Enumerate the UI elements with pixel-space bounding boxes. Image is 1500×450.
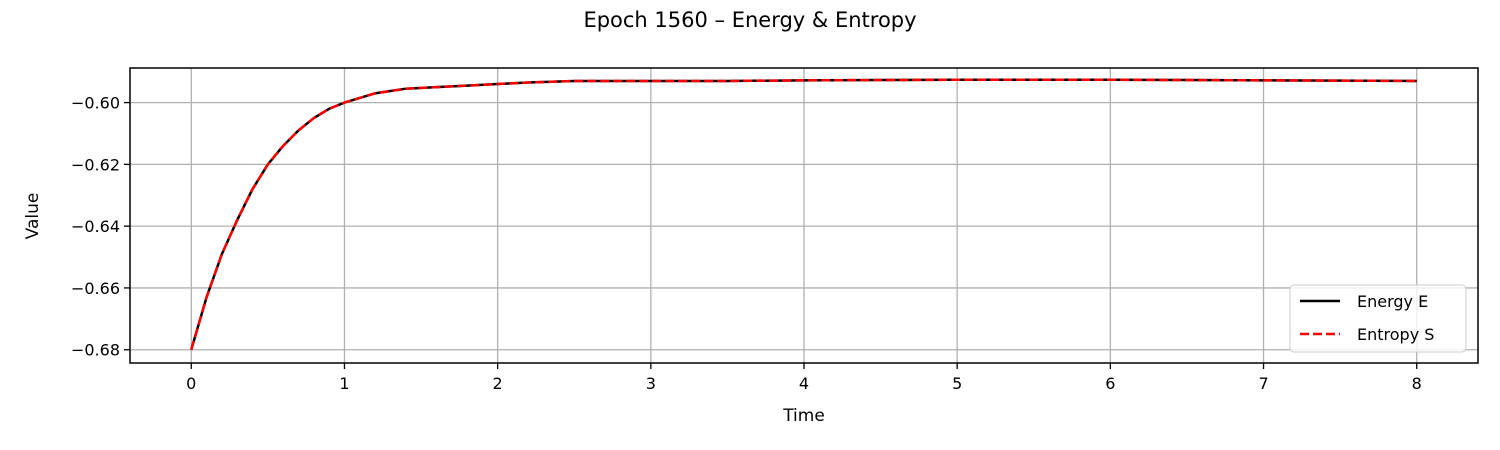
y-axis-label: Value (23, 193, 43, 240)
x-tick-label: 6 (1105, 374, 1115, 393)
x-tick-label: 1 (339, 374, 349, 393)
legend-label-entropy: Entropy S (1357, 325, 1434, 344)
plot-frame (129, 67, 1479, 364)
series-line-entropy (190, 78, 1417, 351)
x-tick-label: 7 (1258, 374, 1268, 393)
x-axis-label: Time (782, 406, 825, 426)
grid (130, 68, 1478, 363)
x-tick-label: 5 (952, 374, 962, 393)
plot-series (190, 78, 1417, 351)
y-tick-label: −0.66 (71, 279, 120, 298)
x-tick-label: 4 (799, 374, 809, 393)
y-tick-label: −0.68 (71, 341, 120, 360)
x-tick-label: 0 (186, 374, 196, 393)
y-tick-label: −0.64 (71, 217, 120, 236)
x-tick-label: 2 (493, 374, 503, 393)
legend-label-energy: Energy E (1357, 292, 1428, 311)
y-tick-label: −0.62 (71, 155, 120, 174)
y-ticks: −0.68 −0.66 −0.64 −0.62 −0.60 (71, 94, 130, 360)
legend: Energy E Entropy S (1289, 284, 1467, 353)
x-ticks: 0 1 2 3 4 5 6 7 8 (186, 363, 1422, 393)
chart-title: Epoch 1560 – Energy & Entropy (583, 8, 916, 32)
y-tick-label: −0.60 (71, 94, 120, 113)
x-tick-label: 8 (1412, 374, 1422, 393)
x-tick-label: 3 (646, 374, 656, 393)
